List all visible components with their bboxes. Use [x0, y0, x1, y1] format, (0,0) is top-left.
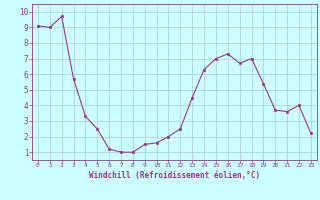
X-axis label: Windchill (Refroidissement éolien,°C): Windchill (Refroidissement éolien,°C): [89, 171, 260, 180]
